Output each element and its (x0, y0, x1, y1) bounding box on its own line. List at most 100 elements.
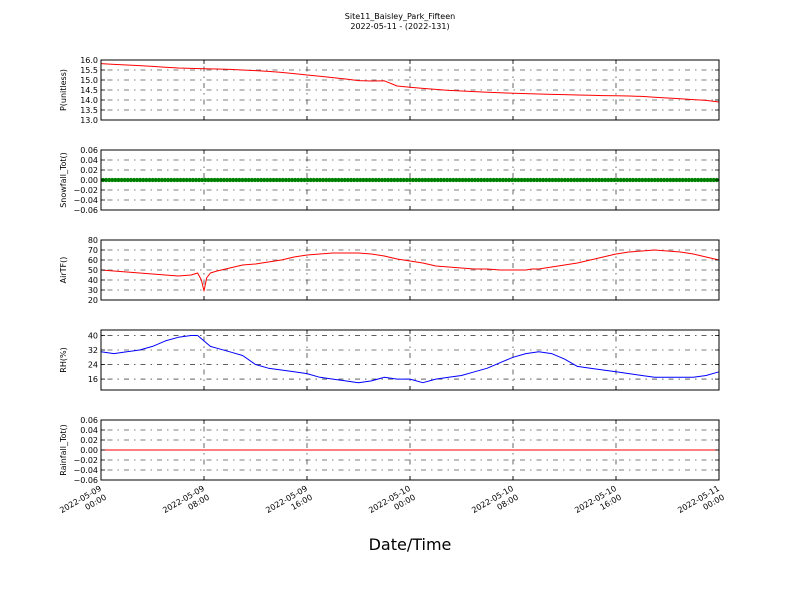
snowfall-point (178, 177, 183, 183)
snowfall-point (249, 177, 254, 183)
snowfall-point (423, 177, 428, 183)
y-tick-label: 13.0 (80, 116, 98, 125)
snowfall-point (293, 177, 298, 183)
x-tick-label: 2022-05-1000:00 (367, 484, 417, 524)
snowfall-point (578, 177, 583, 183)
snowfall-point (373, 177, 378, 183)
y-tick-label: 20 (88, 296, 98, 305)
series-line (100, 63, 720, 103)
snowfall-point (277, 177, 282, 183)
y-tick-label: 80 (88, 236, 98, 245)
snowfall-point (457, 177, 462, 183)
snowfall-point (407, 177, 412, 183)
snowfall-point (401, 177, 406, 183)
snowfall-point (525, 177, 530, 183)
snowfall-point (305, 177, 310, 183)
snowfall-point (618, 177, 623, 183)
snowfall-point (259, 177, 264, 183)
snowfall-point (680, 177, 685, 183)
y-tick-label: −0.02 (73, 456, 98, 465)
snowfall-point (460, 177, 465, 183)
snowfall-point (646, 177, 651, 183)
snowfall-point (699, 177, 704, 183)
snowfall-point (283, 177, 288, 183)
x-tick-label: 2022-05-0900:00 (58, 484, 108, 524)
snowfall-point (414, 177, 419, 183)
y-tick-label: −0.04 (73, 466, 98, 475)
snowfall-point (643, 177, 648, 183)
snowfall-point (668, 177, 673, 183)
y-tick-label: −0.02 (73, 186, 98, 195)
snowfall-point (271, 177, 276, 183)
snowfall-point (420, 177, 425, 183)
snowfall-point (184, 177, 189, 183)
snowfall-point (252, 177, 257, 183)
figure-title: Site11_Baisley_Park_Fifteen (345, 12, 455, 21)
snowfall-point (150, 177, 155, 183)
y-tick-label: 0.04 (80, 426, 98, 435)
snowfall-point (624, 177, 630, 183)
snowfall-point (116, 177, 121, 183)
panel-5: −0.06−0.04−0.020.000.020.040.06 Rainfall_… (59, 416, 720, 485)
x-tick-label: 2022-05-0916:00 (264, 484, 314, 524)
snowfall-point (562, 177, 568, 183)
snowfall-point (435, 177, 440, 183)
snowfall-point (342, 177, 347, 183)
snowfall-point (565, 177, 571, 183)
y-tick-label: 24 (88, 361, 98, 370)
y-tick-label: 0.00 (80, 176, 98, 185)
snowfall-point (479, 177, 484, 183)
snowfall-point (268, 177, 273, 183)
snowfall-point (224, 177, 230, 183)
snowfall-point (367, 177, 372, 183)
snowfall-point (677, 177, 682, 183)
snowfall-point (426, 177, 431, 183)
snowfall-point (556, 177, 561, 183)
snowfall-point (572, 177, 577, 183)
snowfall-point (348, 177, 354, 183)
snowfall-point (327, 177, 332, 183)
snowfall-point (686, 177, 692, 183)
snowfall-point (451, 177, 456, 183)
snowfall-point (593, 177, 599, 183)
snowfall-point (228, 177, 233, 183)
snowfall-point (221, 177, 226, 183)
snowfall-point (302, 177, 307, 183)
snowfall-point (144, 177, 149, 183)
snowfall-point (358, 177, 363, 183)
snowfall-point (345, 177, 350, 183)
snowfall-point (200, 177, 205, 183)
snowfall-point (500, 177, 505, 183)
snowfall-point (606, 177, 611, 183)
snowfall-point (209, 177, 214, 183)
snowfall-point (234, 177, 239, 183)
snowfall-point (246, 177, 251, 183)
y-tick-label: 30 (88, 286, 98, 295)
snowfall-point (135, 177, 140, 183)
snowfall-point (141, 177, 146, 183)
snowfall-point (212, 177, 217, 183)
snowfall-point (708, 177, 713, 183)
panel-4: 16 24 32 40 RH(%) (59, 329, 720, 391)
snowfall-point (485, 177, 490, 183)
snowfall-point (482, 177, 487, 183)
snowfall-point (522, 177, 527, 183)
snowfall-point (308, 177, 313, 183)
snowfall-point (429, 177, 434, 183)
snowfall-point (497, 177, 502, 183)
snowfall-point (237, 177, 242, 183)
snowfall-point (314, 177, 319, 183)
snowfall-point (503, 177, 509, 183)
y-tick-label: 40 (88, 276, 98, 285)
x-tick-label: 2022-05-1016:00 (573, 484, 623, 524)
snowfall-point (454, 177, 459, 183)
snowfall-point (649, 177, 654, 183)
y-tick-label: 14.0 (80, 96, 98, 105)
y-tick-label: 70 (88, 246, 98, 255)
y-tick-label: 0.06 (80, 416, 98, 425)
snowfall-point (621, 177, 626, 183)
snowfall-point (600, 177, 605, 183)
snowfall-point (469, 177, 474, 183)
snowfall-point (531, 177, 537, 183)
